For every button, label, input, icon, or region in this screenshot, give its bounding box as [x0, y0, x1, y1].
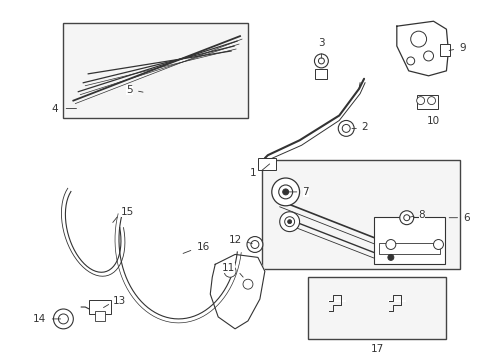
Circle shape	[314, 54, 327, 68]
Text: 13: 13	[113, 296, 126, 306]
Text: 2: 2	[360, 122, 367, 132]
Circle shape	[59, 314, 68, 324]
Circle shape	[279, 212, 299, 231]
Bar	[307, 277, 446, 339]
Circle shape	[271, 178, 299, 206]
Text: 11: 11	[222, 263, 235, 273]
Bar	[262, 160, 459, 269]
Text: 8: 8	[418, 210, 425, 220]
Circle shape	[318, 58, 324, 64]
Circle shape	[284, 217, 294, 227]
Text: 3: 3	[317, 38, 324, 48]
Circle shape	[338, 121, 353, 136]
Circle shape	[410, 31, 426, 47]
Text: 16: 16	[196, 243, 209, 252]
Circle shape	[387, 255, 393, 260]
Circle shape	[287, 220, 291, 224]
Text: 5: 5	[126, 85, 133, 95]
Circle shape	[342, 125, 349, 132]
Circle shape	[250, 240, 258, 248]
Circle shape	[416, 96, 424, 105]
Circle shape	[243, 279, 252, 289]
Text: 10: 10	[426, 116, 439, 126]
Circle shape	[224, 265, 236, 277]
Bar	[416, 95, 438, 109]
Text: 15: 15	[121, 207, 134, 217]
Text: 14: 14	[33, 314, 46, 324]
Polygon shape	[396, 21, 447, 76]
Circle shape	[433, 239, 443, 249]
Circle shape	[282, 189, 288, 195]
Bar	[373, 217, 445, 264]
Text: 9: 9	[458, 43, 465, 53]
Polygon shape	[210, 255, 264, 329]
Circle shape	[403, 215, 409, 221]
Circle shape	[385, 239, 395, 249]
Text: 17: 17	[369, 344, 383, 354]
Text: 4: 4	[52, 104, 59, 113]
Text: 1: 1	[250, 168, 256, 178]
Bar	[89, 300, 111, 314]
Text: 7: 7	[302, 187, 308, 197]
Bar	[257, 158, 275, 170]
Circle shape	[53, 309, 73, 329]
Circle shape	[423, 51, 433, 61]
Text: 6: 6	[462, 213, 469, 223]
Circle shape	[406, 57, 414, 65]
Text: 12: 12	[228, 234, 242, 244]
Circle shape	[399, 211, 413, 225]
Circle shape	[278, 185, 292, 199]
Bar	[440, 44, 449, 56]
Bar	[63, 23, 247, 118]
Bar	[378, 243, 440, 255]
Circle shape	[246, 237, 263, 252]
Bar	[315, 69, 326, 79]
Bar	[95, 311, 105, 321]
Circle shape	[427, 96, 435, 105]
